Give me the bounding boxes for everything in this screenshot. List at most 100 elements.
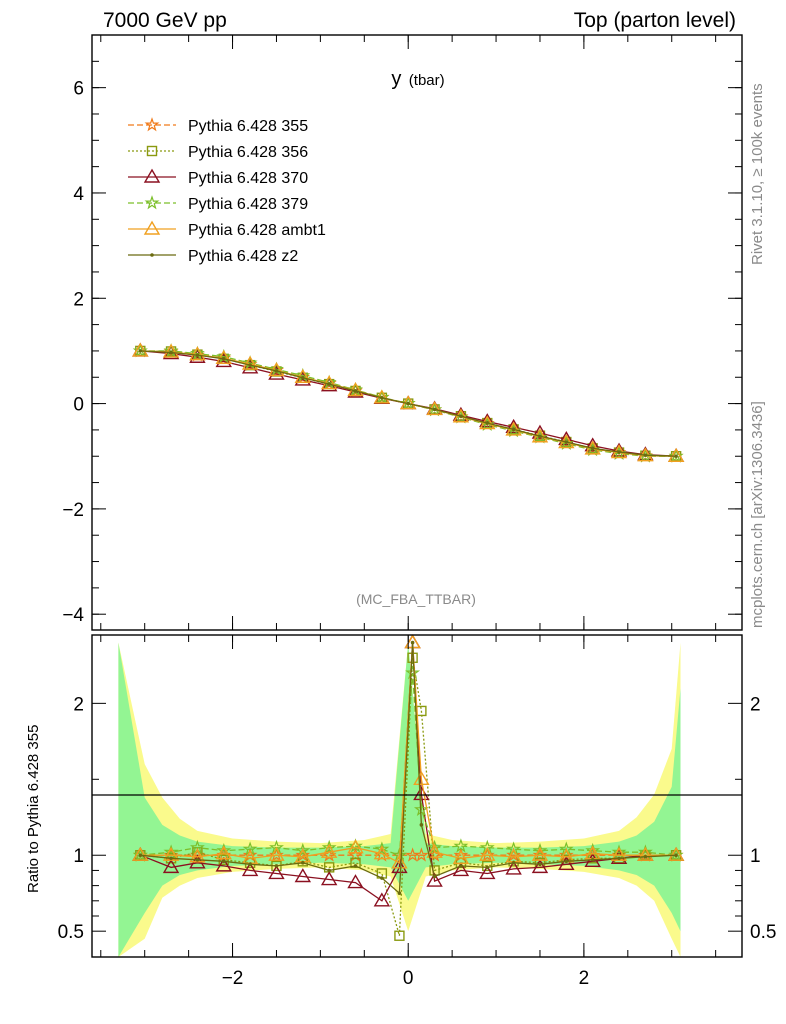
main-point-4-20: [667, 447, 685, 462]
ratio-point-5-11: [410, 640, 415, 645]
main-point-5-3: [221, 357, 226, 361]
ratio-point-5-15: [485, 865, 490, 870]
ratio-point-4-10: [391, 854, 408, 869]
main-ytick-label-2: 0: [73, 395, 84, 416]
ratio-point-5-4: [248, 862, 252, 867]
legend-label-4: Pythia 6.428 ambt1: [188, 222, 326, 239]
main-point-2-16: [558, 430, 575, 446]
ratio-point-5-14: [459, 864, 463, 868]
ratio-point-2-10: [391, 858, 408, 874]
ratio-point-0-14: [453, 847, 469, 862]
main-ytick-label-3: 2: [73, 289, 84, 310]
main-point-5-13: [485, 421, 490, 425]
main-point-5-18: [617, 450, 621, 454]
main-point-5-10: [406, 401, 411, 406]
ratio-xtick-label-1: 0: [403, 968, 414, 989]
ratio-point-3-8: [348, 838, 363, 853]
ratio-point-2-8: [347, 874, 364, 889]
ratio-series-line-3: [140, 672, 677, 857]
ratio-point-4-1: [162, 846, 180, 861]
main-point-5-2: [195, 353, 200, 357]
ratio-ytick-label-right-2: 2: [750, 694, 761, 715]
ratio-point-3-0: [132, 847, 148, 862]
ratio-point-5-21: [643, 854, 648, 859]
header-right: Top (parton level): [574, 9, 736, 32]
main-ytick-label-0: −4: [62, 605, 84, 626]
ratio-ytick-label-right-0: 0.5: [750, 922, 776, 943]
ratio-point-4-21: [637, 846, 654, 861]
legend-marker-0: [144, 117, 160, 132]
ratio-point-4-7: [320, 843, 338, 858]
ratio-point-5-10: [397, 891, 402, 896]
analysis-tag: (MC_FBA_TTBAR): [356, 591, 476, 607]
main-point-5-17: [590, 446, 595, 451]
main-panel-curves: [132, 342, 685, 463]
ratio-point-2-4: [241, 862, 259, 877]
main-point-4-5: [268, 362, 285, 377]
ratio-xtick-label-2: 2: [579, 968, 590, 989]
main-ytick-label-1: −2: [62, 500, 84, 521]
ratio-point-2-9: [373, 892, 391, 907]
main-point-4-7: [320, 375, 338, 390]
legend: Pythia 6.428 355 Pythia 6.428 356 Pythia 6…: [128, 117, 326, 265]
ratio-point-4-12: [413, 770, 430, 785]
ratio-point-2-17: [531, 858, 549, 874]
legend-marker-2: [143, 168, 161, 183]
ratio-point-5-9: [380, 876, 384, 880]
legend-marker-4: [143, 220, 161, 235]
ratio-point-4-5: [268, 846, 285, 861]
ratio-point-5-8: [353, 864, 358, 868]
ratio-point-2-15: [479, 865, 496, 880]
main-point-5-0: [138, 349, 143, 353]
ratio-point-5-0: [138, 853, 143, 858]
ratio-point-3-5: [269, 839, 284, 855]
main-point-5-6: [301, 375, 305, 380]
main-point-5-1: [169, 350, 173, 355]
main-point-4-1: [162, 343, 180, 358]
main-point-4-3: [215, 349, 232, 365]
ratio-point-5-6: [301, 861, 305, 865]
ratio-point-0-6: [295, 847, 311, 862]
ratio-point-4-3: [215, 845, 232, 860]
ratio-point-0-16: [506, 847, 522, 862]
ratio-point-4-13: [426, 843, 443, 858]
main-point-5-4: [248, 363, 252, 367]
main-point-2-15: [531, 424, 549, 439]
ratio-ylabel: Ratio to Pythia 6.428 355: [25, 725, 42, 893]
main-point-5-9: [380, 395, 384, 400]
main-point-5-12: [459, 414, 463, 419]
ratio-point-4-2: [189, 848, 206, 863]
rivet-label: Rivet 3.1.10, ≥ 100k events: [749, 83, 766, 265]
ratio-xtick-label-0: −2: [222, 968, 244, 989]
main-point-5-16: [564, 440, 569, 444]
main-point-5-11: [432, 407, 437, 412]
main-point-3-0: [132, 343, 148, 358]
ratio-point-4-22: [667, 846, 685, 861]
ratio-point-3-18: [558, 841, 574, 856]
band-green: [118, 642, 681, 957]
main-panel-frame: [91, 34, 743, 631]
main-point-5-5: [274, 369, 279, 373]
ratio-point-2-7: [320, 871, 338, 886]
main-point-3-9: [374, 389, 390, 404]
ratio-point-5-17: [538, 862, 542, 867]
ratio-point-5-13: [432, 874, 437, 879]
ratio-point-5-22: [674, 853, 678, 858]
ratio-panel-frame: [91, 634, 743, 958]
mcplots-label: mcplots.cern.ch [arXiv:1306.3436]: [749, 401, 766, 628]
main-point-2-17: [584, 437, 601, 452]
ratio-point-4-14: [452, 849, 470, 864]
main-point-5-15: [538, 434, 542, 439]
main-point-2-14: [505, 418, 522, 433]
main-point-3-20: [668, 448, 684, 463]
ratio-point-5-19: [590, 857, 595, 862]
ratio-point-2-14: [452, 862, 470, 877]
ratio-point-2-18: [558, 855, 575, 871]
legend-label-1: Pythia 6.428 356: [188, 144, 308, 161]
ratio-point-5-2: [195, 857, 200, 862]
legend-label-3: Pythia 6.428 379: [188, 196, 308, 213]
ratio-point-3-22: [668, 847, 684, 862]
ratio-point-3-7: [321, 839, 337, 855]
ratio-point-3-15: [479, 839, 495, 854]
